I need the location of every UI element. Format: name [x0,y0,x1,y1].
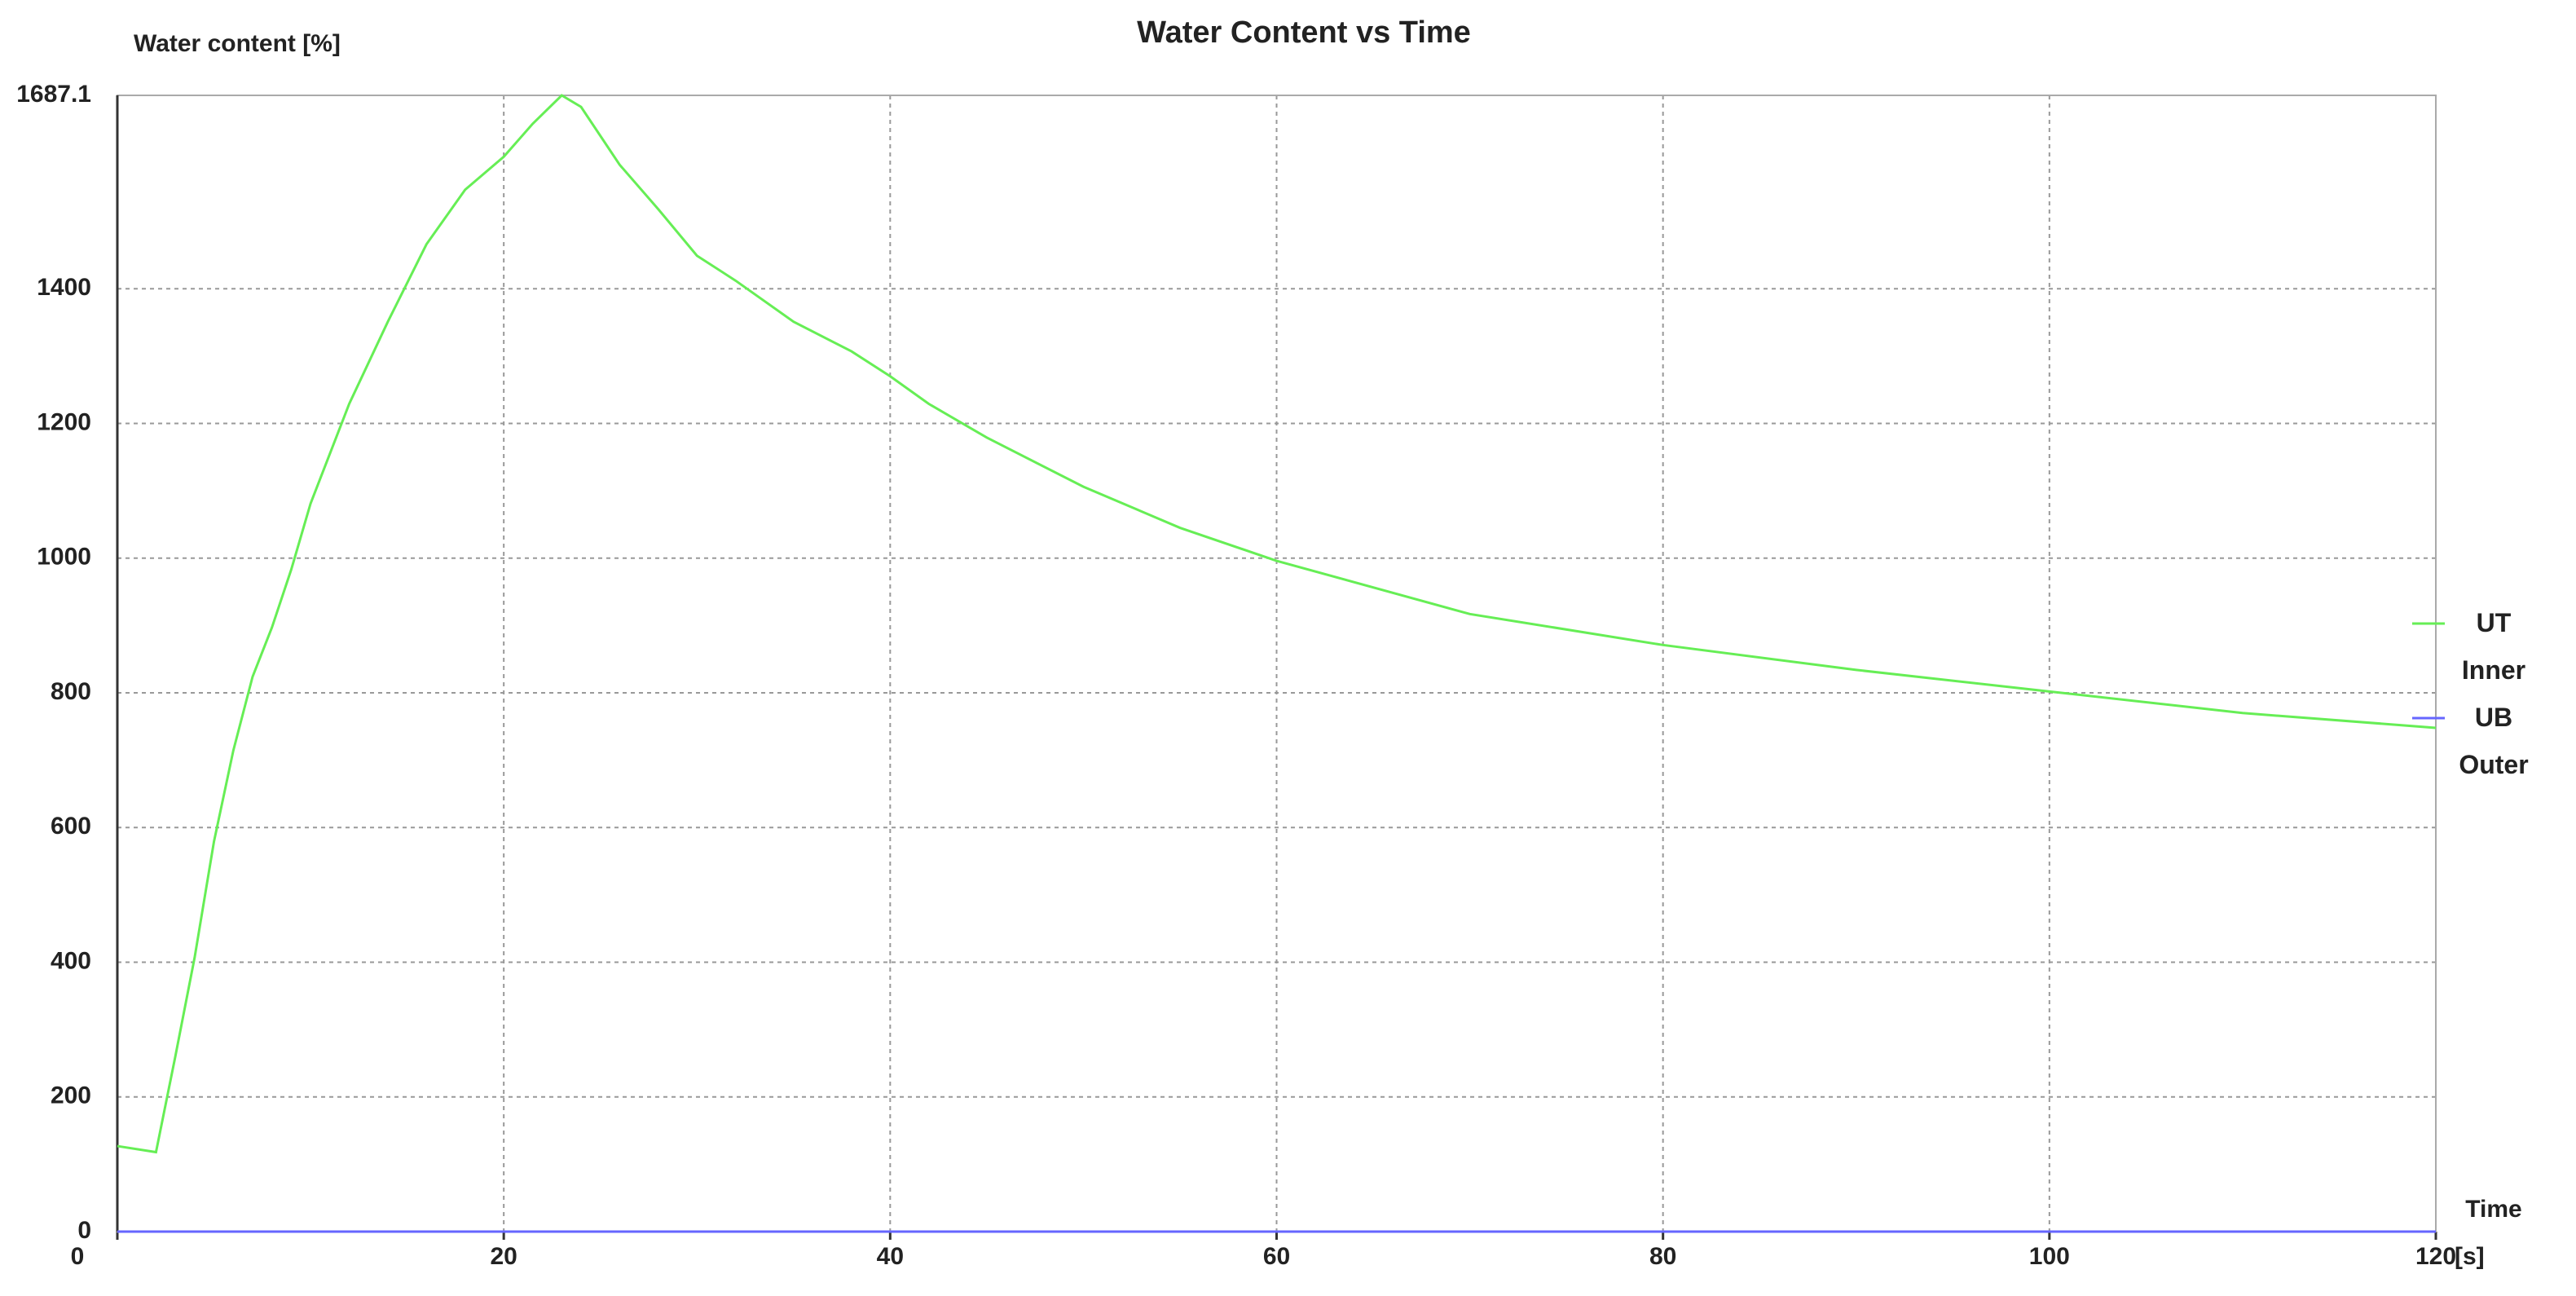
y-tick-label: 0 [77,1217,91,1244]
x-tick-label: 60 [1263,1243,1290,1270]
x-axis-label: Time [2465,1196,2521,1223]
x-tick-label: 100 [2029,1243,2070,1270]
x-tick-label: 20 [490,1243,517,1270]
chart-title: Water Content vs Time [1137,15,1471,50]
x-tick-label: 80 [1649,1243,1676,1270]
legend-label: UB Outer [2459,703,2529,779]
data-line [117,94,2437,1154]
x-tick-label: 40 [877,1243,904,1270]
y-tick-label: 1000 [37,544,91,571]
x-tick-label: 0 [71,1243,85,1270]
y-tick-label: 1687.1 [16,81,91,108]
y-tick-label: 1200 [37,408,91,435]
x-axis-unit: [s] [2455,1243,2485,1270]
y-tick-label: 600 [51,813,91,840]
y-tick-label: 200 [51,1082,91,1109]
y-tick-label: 400 [51,947,91,974]
x-tick-label: 120 [2415,1243,2456,1270]
y-axis-label: Water content [%] [134,30,341,57]
y-tick-label: 1400 [37,274,91,301]
y-tick-label: 800 [51,678,91,705]
legend-label: UT Inner [2461,608,2526,685]
